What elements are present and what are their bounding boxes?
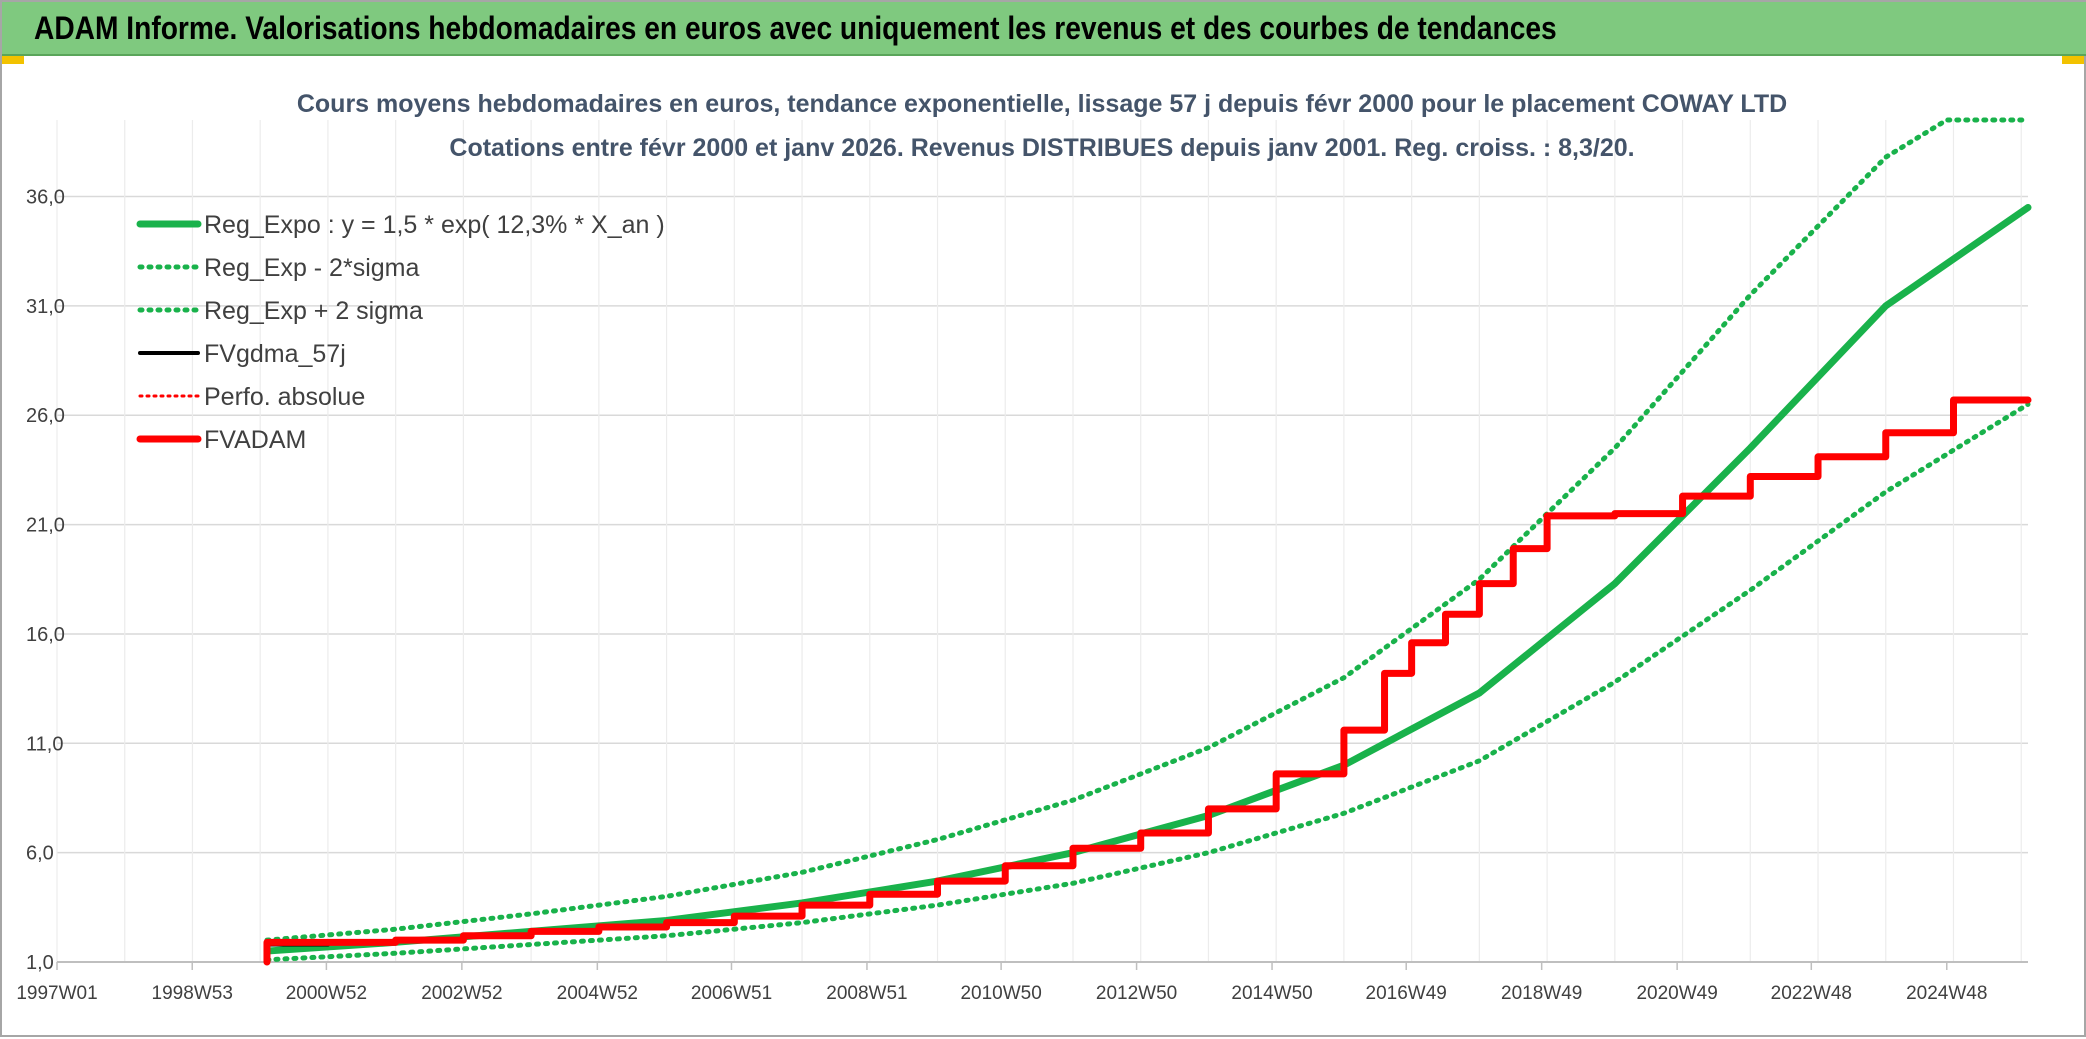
x-tick-label: 2000W52: [286, 983, 367, 1004]
x-tick-label: 2010W50: [960, 983, 1041, 1004]
y-tick-label: 26,0: [26, 405, 65, 427]
y-tick-label: 11,0: [26, 733, 63, 755]
x-tick-label: 2014W50: [1231, 983, 1312, 1004]
legend-label: Reg_Expo : y = 1,5 * exp( 12,3% * X_an ): [204, 211, 665, 239]
x-tick-label: 1998W53: [152, 983, 233, 1004]
x-tick-label: 2020W49: [1636, 983, 1717, 1004]
x-tick-label: 2024W48: [1906, 983, 1987, 1004]
x-tick-label: 2016W49: [1366, 983, 1447, 1004]
grid-layer: [56, 120, 2028, 970]
legend-label: FVgdma_57j: [204, 340, 346, 368]
x-tick-label: 2004W52: [557, 983, 638, 1004]
y-tick-label: 6,0: [26, 843, 54, 865]
x-tick-label: 2018W49: [1501, 983, 1582, 1004]
legend: Reg_Expo : y = 1,5 * exp( 12,3% * X_an )…: [136, 211, 665, 454]
x-tick-label: 2006W51: [691, 983, 772, 1004]
series-line-1: [264, 401, 2031, 963]
legend-label: Perfo. absolue: [204, 383, 365, 411]
x-tick-label: 2008W51: [826, 983, 907, 1004]
y-axis: 1,0 6,0 11,0 16,0 21,0 26,0 31,0 36,0: [26, 187, 65, 974]
corner-marker-right: [2062, 56, 2084, 64]
y-tick-label: 36,0: [26, 187, 65, 209]
x-tick-label: 2022W48: [1771, 983, 1852, 1004]
report-title: ADAM Informe. Valorisations hebdomadaire…: [34, 10, 1557, 46]
y-tick-label: 1,0: [26, 952, 54, 974]
series-line-4: [263, 396, 2032, 966]
x-axis: 1997W01 1998W53 2000W52 2002W52 2004W52 2006W…: [16, 983, 1987, 1004]
y-tick-label: 31,0: [26, 296, 65, 318]
chart-subtitle: Cotations entre févr 2000 et janv 2026. …: [449, 134, 1634, 162]
x-tick-label: 2002W52: [421, 983, 502, 1004]
x-tick-label: 1997W01: [16, 983, 97, 1004]
series-line-2: [264, 117, 2031, 943]
y-tick-label: 16,0: [26, 624, 65, 646]
y-tick-label: 21,0: [26, 515, 65, 537]
report-banner: ADAM Informe. Valorisations hebdomadaire…: [2, 2, 2086, 56]
series-layer: [263, 117, 2032, 966]
x-tick-label: 2012W50: [1096, 983, 1177, 1004]
chart-title: Cours moyens hebdomadaires en euros, ten…: [297, 90, 1787, 118]
legend-label: Reg_Exp + 2 sigma: [204, 297, 423, 325]
legend-label: FVADAM: [204, 426, 306, 454]
corner-marker-left: [2, 56, 24, 64]
legend-label: Reg_Exp - 2*sigma: [204, 254, 419, 282]
